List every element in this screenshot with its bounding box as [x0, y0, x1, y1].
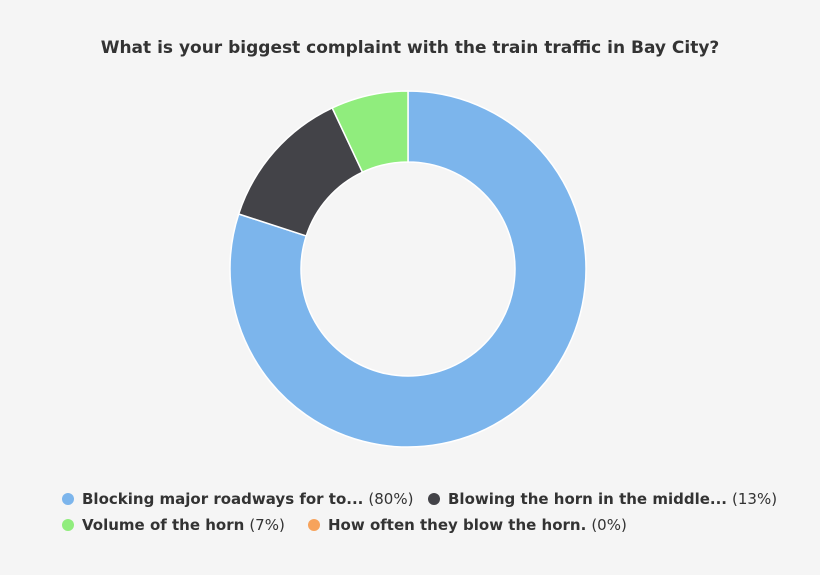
legend-label: Blowing the horn in the middle... — [448, 490, 727, 508]
legend-item-blowing-horn[interactable]: Blowing the horn in the middle... (13%) — [428, 490, 777, 508]
donut-slices — [229, 90, 587, 448]
legend-label: Blocking major roadways for to... — [82, 490, 364, 508]
legend-item-blocking-roadways[interactable]: Blocking major roadways for to... (80%) — [62, 490, 413, 508]
legend-percent: (0%) — [591, 516, 627, 534]
legend-marker-icon — [428, 493, 440, 505]
legend-marker-icon — [62, 493, 74, 505]
legend-label: How often they blow the horn. — [328, 516, 587, 534]
legend-marker-icon — [62, 519, 74, 531]
chart-title: What is your biggest complaint with the … — [100, 38, 720, 58]
legend-item-horn-frequency[interactable]: How often they blow the horn. (0%) — [308, 516, 627, 534]
legend-marker-icon — [308, 519, 320, 531]
donut-slice-2[interactable] — [331, 90, 409, 174]
legend-label: Volume of the horn — [82, 516, 245, 534]
legend-percent: (13%) — [732, 490, 778, 508]
legend-item-horn-volume[interactable]: Volume of the horn (7%) — [62, 516, 285, 534]
legend-percent: (7%) — [249, 516, 285, 534]
legend-percent: (80%) — [368, 490, 414, 508]
donut-slice-0[interactable] — [229, 90, 587, 448]
